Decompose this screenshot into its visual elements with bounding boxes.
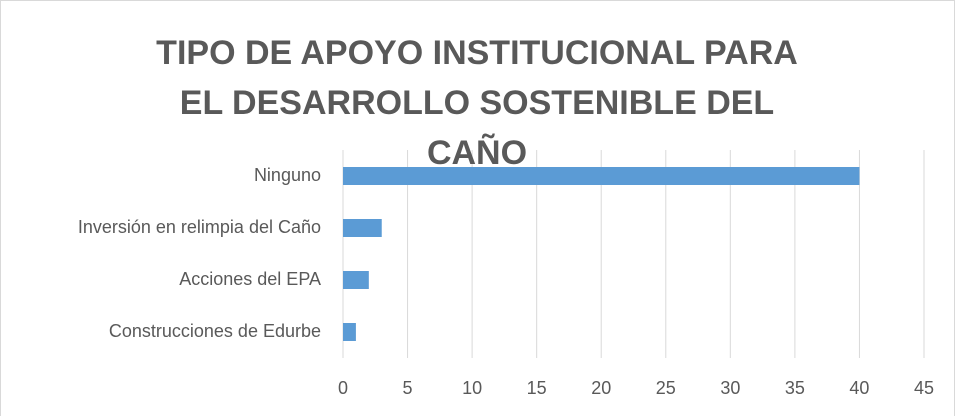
x-tick-label: 25: [656, 378, 676, 398]
y-tick-label: Acciones del EPA: [179, 269, 321, 289]
x-tick-label: 45: [914, 378, 934, 398]
x-tick-label: 35: [785, 378, 805, 398]
bar: [343, 167, 860, 185]
x-tick-label: 0: [338, 378, 348, 398]
bar: [343, 219, 382, 237]
y-tick-label: Inversión en relimpia del Caño: [78, 217, 321, 237]
chart-title: TIPO DE APOYO INSTITUCIONAL PARA EL DESA…: [156, 34, 798, 172]
bar: [343, 271, 369, 289]
bar: [343, 323, 356, 341]
y-tick-label: Construcciones de Edurbe: [109, 321, 321, 341]
x-tick-label: 5: [403, 378, 413, 398]
x-tick-label: 40: [849, 378, 869, 398]
y-tick-label: Ninguno: [254, 165, 321, 185]
x-tick-label: 15: [527, 378, 547, 398]
x-tick-label: 20: [591, 378, 611, 398]
x-tick-label: 30: [720, 378, 740, 398]
x-tick-label: 10: [462, 378, 482, 398]
